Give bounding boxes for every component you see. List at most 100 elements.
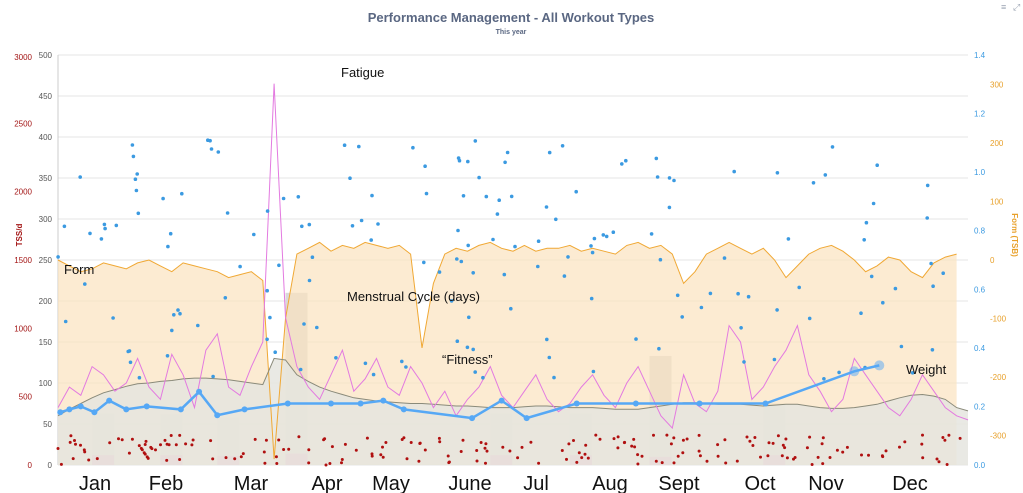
red-dot <box>150 447 154 451</box>
red-dot <box>405 457 409 461</box>
tss-dot <box>925 216 929 220</box>
tss-dot <box>88 231 92 236</box>
tss-dot <box>590 250 595 255</box>
tss-dot <box>466 243 471 248</box>
red-dot <box>224 456 228 460</box>
red-dot <box>191 438 195 442</box>
red-dot <box>83 450 87 454</box>
tss-dot <box>273 350 278 355</box>
tss-dot <box>161 196 165 201</box>
tss-dot <box>103 226 107 231</box>
left-outer-tick: 2500 <box>14 119 32 128</box>
left-inner-tick: 450 <box>39 92 53 101</box>
area-fills <box>58 242 968 465</box>
red-dot <box>446 454 450 458</box>
red-dot <box>485 449 489 453</box>
tss-dot <box>135 172 139 176</box>
expand-icon[interactable]: ⤢ <box>1013 2 1021 12</box>
tss-dot <box>238 264 242 269</box>
tss-dot <box>823 173 828 177</box>
red-dot <box>698 454 702 458</box>
tss-dot <box>503 160 507 165</box>
tss-dot <box>376 222 380 226</box>
weight-point <box>696 400 703 407</box>
tss-dot <box>667 205 672 210</box>
red-dot <box>632 437 636 441</box>
red-dot <box>307 461 311 465</box>
tss-dot <box>363 361 368 366</box>
tss-dot <box>369 238 374 242</box>
right-outer-tick: 0 <box>990 256 995 265</box>
tss-dot <box>114 223 119 228</box>
red-dot <box>572 439 575 442</box>
tss-dot <box>562 274 567 278</box>
tss-dot <box>509 306 513 311</box>
red-dot <box>529 440 533 444</box>
red-dot <box>127 451 131 455</box>
red-dot <box>937 460 941 464</box>
red-dot <box>821 436 825 440</box>
red-dot <box>146 456 150 460</box>
red-dot <box>117 437 120 441</box>
weight-point <box>196 388 203 395</box>
tss-dot <box>350 224 355 228</box>
red-dot <box>340 458 344 461</box>
red-dot <box>781 443 785 447</box>
tss-dot <box>404 365 408 369</box>
tss-dot <box>473 370 478 374</box>
tss-dot <box>477 175 481 180</box>
axis-ticks: 0501001502002503003504004505000500100015… <box>14 51 1006 470</box>
red-dot <box>211 457 215 461</box>
weight-point <box>241 406 248 413</box>
month-labels: Jan Feb Mar Apr May June Jul Aug Sept Oct Nov Dec <box>79 473 928 493</box>
menu-icon[interactable]: ≡ <box>1001 2 1007 12</box>
tss-dot <box>131 154 136 159</box>
tss-dot <box>739 326 743 330</box>
month-label: Sept <box>658 473 700 493</box>
tss-dot <box>775 308 779 312</box>
red-dot <box>776 434 780 438</box>
tss-dot <box>165 354 170 358</box>
right-outer-tick: -200 <box>990 373 1007 382</box>
month-label: Oct <box>744 473 776 493</box>
tss-dot <box>910 371 915 375</box>
red-dot <box>87 458 91 462</box>
tss-dot <box>265 337 269 342</box>
tss-dot <box>455 257 459 261</box>
red-dot <box>264 438 268 442</box>
tss-dot <box>342 143 347 147</box>
weight-point <box>573 400 580 407</box>
tss-dot <box>491 237 495 242</box>
red-dot <box>137 444 141 448</box>
tss-dot <box>208 138 212 143</box>
weight-point <box>214 412 221 419</box>
right-outer-tick: 100 <box>990 197 1004 206</box>
weight-point <box>57 409 64 416</box>
tss-dot <box>591 369 596 374</box>
red-dot <box>612 437 616 441</box>
red-dot <box>665 433 669 437</box>
red-dot <box>73 439 76 442</box>
tss-dot <box>864 220 869 225</box>
tss-dot <box>422 260 426 265</box>
red-dot <box>724 461 728 465</box>
red-dot <box>681 438 685 442</box>
red-dot <box>79 443 82 447</box>
tss-dot <box>126 349 130 354</box>
tss-dot <box>544 205 549 209</box>
tss-dot <box>699 305 704 310</box>
tss-dot <box>307 222 312 227</box>
red-dot <box>108 441 112 445</box>
red-dot <box>307 448 311 452</box>
tss-dot <box>296 195 301 199</box>
right-inner-tick: 0.6 <box>974 285 986 294</box>
red-dot <box>169 434 173 437</box>
tss-dot <box>302 322 306 326</box>
tss-dot <box>871 201 876 206</box>
tss-dot <box>822 377 826 381</box>
red-dot <box>697 433 701 437</box>
tss-dot <box>620 162 624 166</box>
red-dot <box>437 436 441 440</box>
red-dot <box>759 455 762 459</box>
red-dot <box>354 448 358 452</box>
